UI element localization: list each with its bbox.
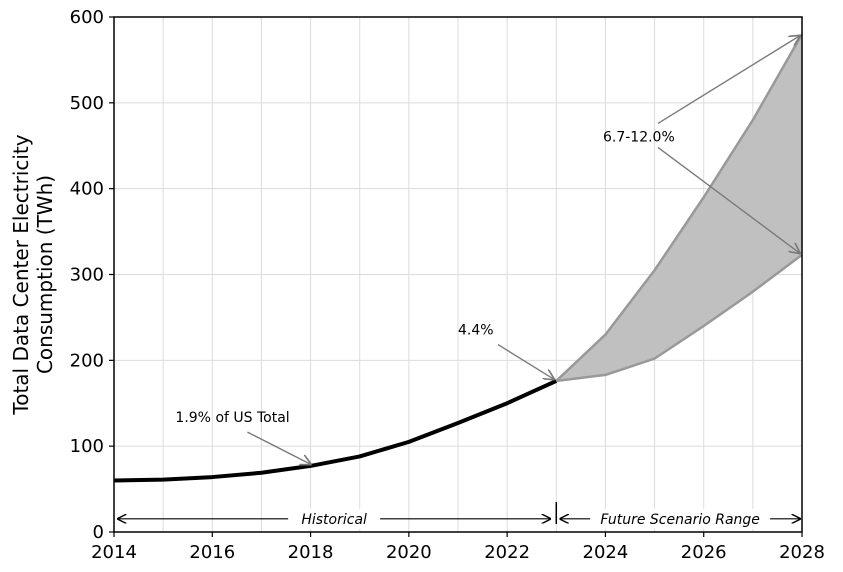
annotation-label: 6.7-12.0% [603, 129, 675, 145]
annotation-arrow [657, 36, 800, 125]
y-axis-title: Total Data Center ElectricityConsumption… [9, 134, 57, 415]
x-tick-label: 2024 [583, 542, 629, 563]
series-line-future-upper [555, 33, 804, 382]
x-tick-label: 2020 [386, 542, 432, 563]
span-label: Historical [301, 512, 367, 528]
span-label: Future Scenario Range [600, 512, 760, 528]
annotation-arrow [247, 431, 310, 464]
x-tick-label: 2018 [288, 542, 334, 563]
annotation-label: 4.4% [458, 323, 494, 339]
y-tick-label: 300 [70, 265, 104, 286]
annotation-layer: 1.9% of US Total 4.4% 6.7-12.0% [175, 36, 799, 464]
span-label-bg [288, 508, 381, 529]
y-tick-label: 400 [70, 179, 104, 200]
axis-title-layer: Total Data Center ElectricityConsumption… [9, 134, 57, 415]
y-axis-title-line: Consumption (TWh) [33, 175, 57, 374]
x-tick-label: 2022 [484, 542, 530, 563]
annotation-arrow [497, 343, 554, 380]
y-tick-label: 0 [93, 522, 104, 543]
x-tick-label: 2016 [189, 542, 235, 563]
tick-layer: 2014 2016 2018 2020 2022 2024 2026 2028 0 100 200 3… [70, 7, 825, 563]
x-tick-label: 2028 [779, 542, 825, 563]
series-line-future-lower [556, 253, 803, 383]
series-line-historical [113, 379, 558, 483]
y-tick-label: 100 [70, 436, 104, 457]
y-tick-label: 600 [70, 7, 104, 28]
future-band-layer [556, 34, 802, 381]
span-layer: Historical Future Scenario Range [118, 502, 800, 529]
span-label-bg [590, 508, 771, 529]
series-layer [113, 33, 804, 483]
annotation-arrow [657, 146, 800, 253]
y-tick-label: 200 [70, 350, 104, 371]
y-tick-label: 500 [70, 93, 104, 114]
x-tick-label: 2026 [681, 542, 727, 563]
y-axis-title-line: Total Data Center Electricity [9, 134, 33, 415]
annotation-label: 1.9% of US Total [175, 410, 289, 426]
future-scenario-band [556, 34, 802, 381]
x-tick-label: 2014 [91, 542, 137, 563]
